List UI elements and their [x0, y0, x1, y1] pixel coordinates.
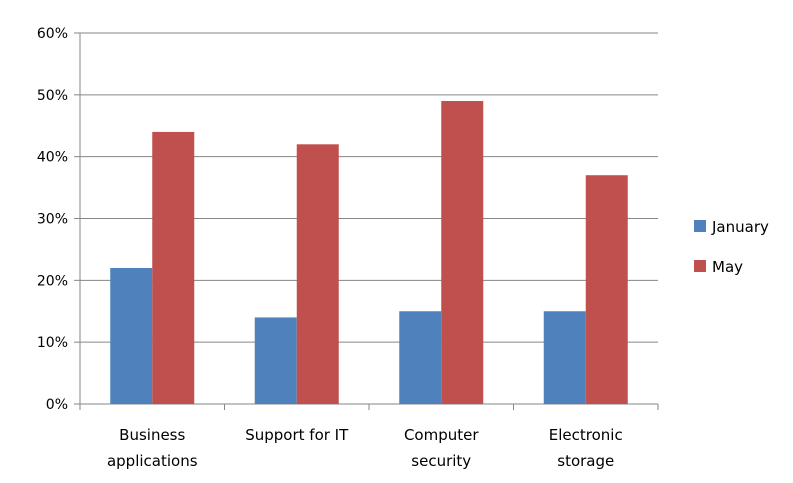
legend-label-may: May — [712, 258, 743, 276]
bar-may — [441, 101, 484, 405]
bars — [110, 101, 628, 405]
x-category-label-line: storage — [557, 452, 614, 470]
x-axis-category-labels: Business applications Support for IT Comput… — [107, 426, 623, 470]
bar-january — [110, 267, 153, 404]
x-category-label-line: Business — [119, 426, 185, 444]
y-tick-label: 10% — [37, 335, 68, 351]
y-axis-tick-labels: 0% 10% 20% 30% 40% 50% 60% — [37, 26, 68, 413]
x-category-label-line: applications — [107, 452, 198, 470]
legend: January May — [694, 218, 769, 276]
y-tick-label: 0% — [46, 397, 68, 413]
x-category-label: Business applications — [107, 426, 198, 470]
legend-swatch-may — [694, 260, 706, 272]
bar-january — [543, 311, 586, 404]
bar-may — [585, 175, 628, 404]
x-category-label: Computer security — [404, 426, 479, 470]
x-category-label-line: Support for IT — [245, 426, 349, 444]
x-category-label-line: security — [411, 452, 471, 470]
y-tick-label: 30% — [37, 212, 68, 228]
x-category-label: Electronic storage — [549, 426, 623, 470]
x-category-label: Support for IT — [245, 426, 349, 444]
y-tick-label: 40% — [37, 150, 68, 166]
y-tick-label: 60% — [37, 26, 68, 42]
bar-may — [152, 131, 195, 404]
x-category-label-line: Electronic — [549, 426, 623, 444]
x-category-label-line: Computer — [404, 426, 479, 444]
legend-swatch-january — [694, 220, 706, 232]
legend-label-january: January — [711, 218, 769, 236]
y-tick-label: 50% — [37, 88, 68, 104]
bar-january — [254, 317, 297, 404]
y-tick-label: 20% — [37, 273, 68, 289]
bar-may — [296, 144, 339, 405]
bar-january — [399, 311, 442, 404]
